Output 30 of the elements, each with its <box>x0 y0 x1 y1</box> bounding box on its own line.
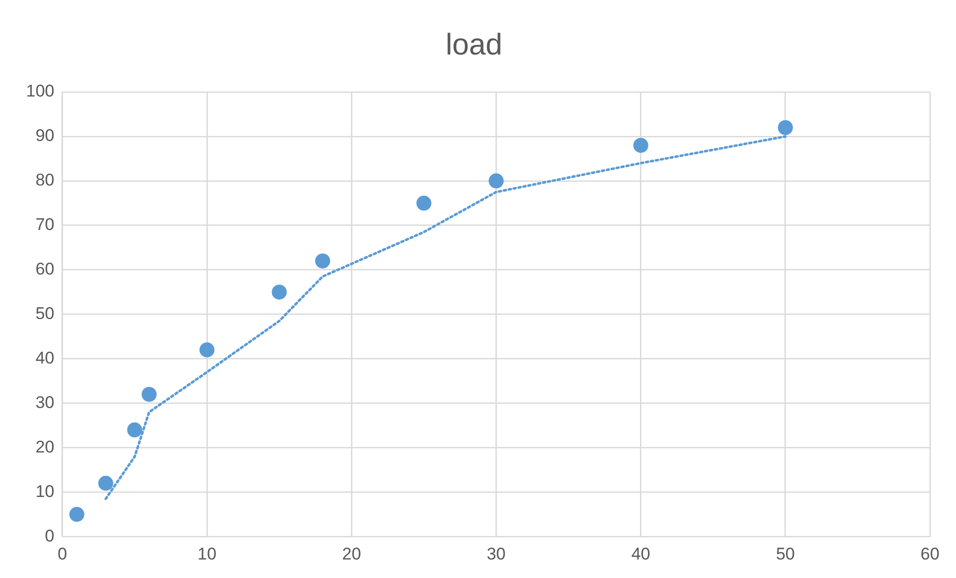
x-tick-label: 0 <box>58 544 68 564</box>
point <box>199 342 214 358</box>
point <box>98 476 114 491</box>
y-tick-label: 80 <box>35 170 54 190</box>
chart-title: load <box>446 28 502 62</box>
point <box>69 506 84 522</box>
y-tick-label: 0 <box>44 526 54 546</box>
y-tick-label: 10 <box>35 482 54 501</box>
y-tick-label: 20 <box>35 437 54 456</box>
y-tick-label: 70 <box>35 215 54 234</box>
point <box>778 120 793 136</box>
point <box>142 386 157 402</box>
y-tick-label: 100 <box>26 82 54 101</box>
point <box>127 422 142 438</box>
point <box>633 138 648 153</box>
x-tick-label: 60 <box>920 544 940 564</box>
y-tick-label: 90 <box>35 126 54 146</box>
x-tick-label: 20 <box>342 544 362 564</box>
y-tick-label: 50 <box>35 304 54 323</box>
point <box>315 253 330 268</box>
y-tick-label: 60 <box>35 260 54 279</box>
x-tick-label: 10 <box>198 544 216 564</box>
y-tick-label: 40 <box>35 348 54 368</box>
x-tick-label: 40 <box>631 544 650 564</box>
point <box>416 196 432 211</box>
point <box>272 284 287 300</box>
point <box>488 173 504 188</box>
x-tick-label: 50 <box>776 544 795 564</box>
y-tick-label: 30 <box>35 392 54 412</box>
x-tick-label: 30 <box>486 544 506 564</box>
